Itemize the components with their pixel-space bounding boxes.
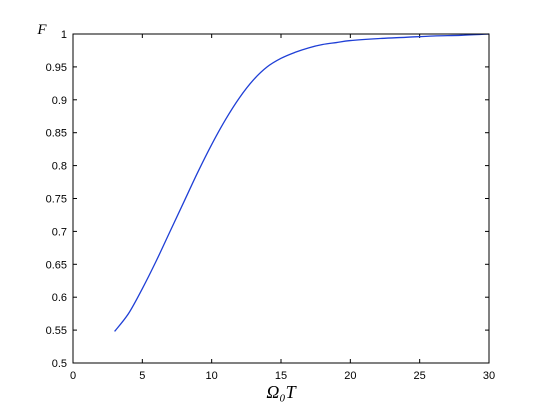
plot-frame <box>72 33 490 364</box>
y-tick-label: 0.55 <box>46 325 67 337</box>
x-tick-label: 0 <box>70 370 76 382</box>
y-tick-label: 0.65 <box>46 259 67 271</box>
series-line-fidelity <box>114 33 490 332</box>
ticks-layer <box>72 33 490 364</box>
x-tick-labels: 0 5 10 15 20 25 30 <box>70 370 495 382</box>
x-tick-label: 25 <box>414 370 426 382</box>
y-tick-label: 0.85 <box>46 128 67 140</box>
y-tick-label: 0.6 <box>52 292 67 304</box>
y-tick-label: 0.9 <box>52 95 67 107</box>
y-axis-label: F <box>36 22 47 38</box>
y-tick-label: 0.8 <box>52 161 67 173</box>
y-tick-label: 1 <box>61 29 67 41</box>
x-tick-label: 10 <box>206 370 218 382</box>
x-axis-label: Ω₀T <box>266 382 297 402</box>
y-tick-label: 0.7 <box>52 226 67 238</box>
x-tick-label: 20 <box>344 370 356 382</box>
x-tick-label: 30 <box>483 370 495 382</box>
x-tick-label: 15 <box>275 370 287 382</box>
x-tick-label: 5 <box>139 370 145 382</box>
y-tick-label: 0.75 <box>46 194 67 206</box>
y-tick-label: 0.95 <box>46 62 67 74</box>
y-tick-label: 0.5 <box>52 358 67 370</box>
y-tick-labels: 0.5 0.55 0.6 0.65 0.7 0.75 0.8 0.85 0.9 0.95 1 <box>46 29 67 370</box>
